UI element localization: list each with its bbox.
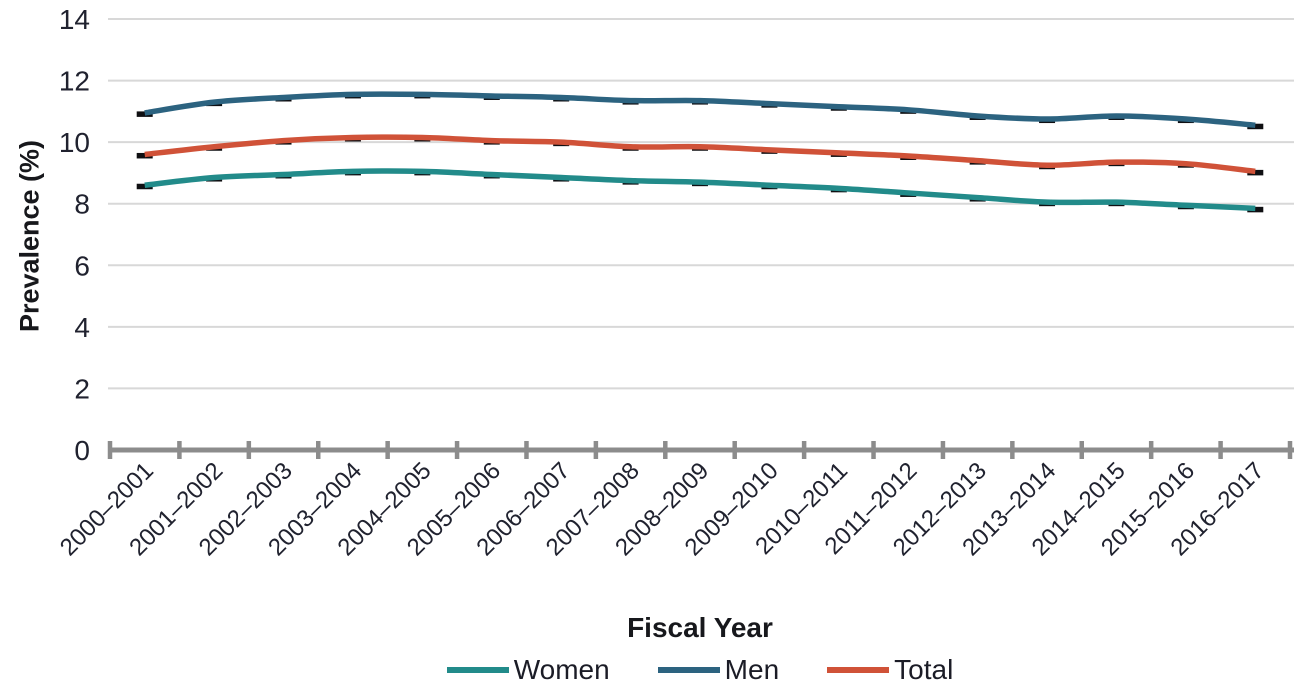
y-tick-label: 14 bbox=[59, 4, 90, 35]
data-point-marker bbox=[136, 111, 153, 117]
legend-item-total: Total bbox=[827, 654, 953, 686]
legend-label: Women bbox=[513, 654, 610, 685]
series-line-men bbox=[144, 91, 1256, 128]
data-point-marker bbox=[1247, 123, 1264, 130]
y-tick-label: 10 bbox=[59, 127, 90, 158]
legend-label: Men bbox=[724, 654, 780, 685]
x-axis-title: Fiscal Year bbox=[627, 612, 773, 643]
legend-item-men: Men bbox=[657, 654, 780, 686]
y-tick-label: 4 bbox=[74, 312, 90, 343]
y-tick-label: 12 bbox=[59, 66, 90, 97]
y-tick-label: 8 bbox=[74, 189, 90, 220]
series-line-women bbox=[144, 168, 1256, 212]
series-line-total bbox=[144, 134, 1256, 175]
data-point-marker bbox=[136, 183, 153, 190]
legend-item-women: Women bbox=[446, 654, 610, 686]
legend-label: Total bbox=[894, 654, 954, 685]
chart-legend: Women Men Total bbox=[110, 654, 1290, 686]
prevalence-line-chart: 024681012142000–20012001–20022002–200320… bbox=[55, 4, 1294, 561]
legend-swatch-total bbox=[827, 667, 890, 673]
legend-swatch-men bbox=[657, 667, 720, 673]
legend-swatch-women bbox=[446, 667, 509, 673]
y-tick-label: 0 bbox=[74, 435, 90, 466]
data-point-marker bbox=[1247, 169, 1264, 176]
y-tick-label: 6 bbox=[74, 250, 90, 281]
data-point-marker bbox=[1247, 206, 1264, 213]
y-axis-title: Prevalence (%) bbox=[14, 139, 45, 333]
y-tick-label: 2 bbox=[74, 373, 90, 404]
data-point-marker bbox=[136, 152, 153, 159]
